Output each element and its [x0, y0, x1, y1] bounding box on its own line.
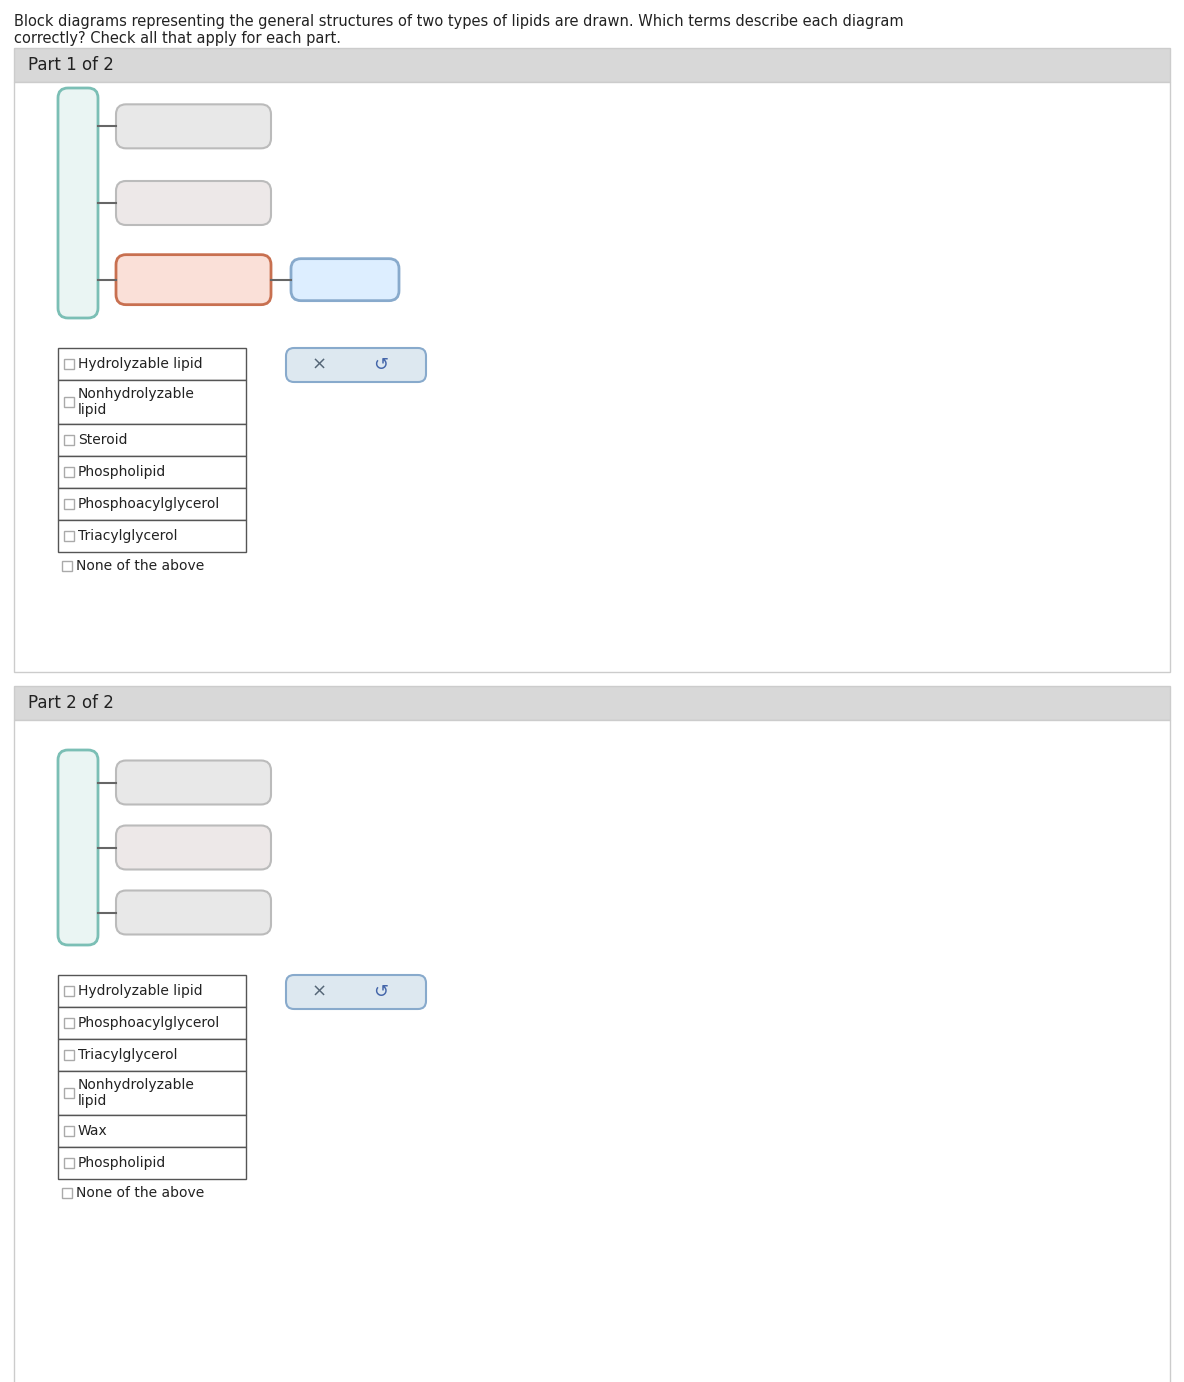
Bar [64, 985, 73, 996]
Bar [14, 82, 1170, 672]
Bar [64, 397, 73, 408]
FancyBboxPatch shape [116, 825, 271, 869]
Bar [58, 456, 246, 488]
Bar [64, 1126, 73, 1136]
Text: Triacylglycerol: Triacylglycerol [78, 1048, 178, 1061]
Bar [58, 488, 246, 520]
Text: Wax: Wax [78, 1124, 108, 1137]
Bar [58, 424, 246, 456]
FancyBboxPatch shape [58, 750, 98, 945]
Text: ↺: ↺ [373, 983, 388, 1001]
Text: Triacylglycerol: Triacylglycerol [78, 529, 178, 543]
FancyBboxPatch shape [58, 88, 98, 318]
FancyBboxPatch shape [116, 760, 271, 804]
Bar [58, 1007, 246, 1039]
Text: Phospholipid: Phospholipid [78, 1155, 166, 1171]
Text: Steroid: Steroid [78, 433, 128, 446]
FancyBboxPatch shape [116, 890, 271, 934]
Bar [64, 1050, 73, 1060]
FancyBboxPatch shape [116, 104, 271, 148]
Bar [14, 685, 1170, 720]
FancyBboxPatch shape [291, 258, 399, 301]
Bar [64, 435, 73, 445]
Text: Part 2 of 2: Part 2 of 2 [28, 694, 114, 712]
Bar [64, 1088, 73, 1099]
Text: ↺: ↺ [373, 357, 388, 375]
Bar [64, 467, 73, 477]
Bar [14, 720, 1170, 1382]
Text: Nonhydrolyzable
lipid: Nonhydrolyzable lipid [78, 1078, 195, 1108]
Bar [64, 531, 73, 540]
Bar [62, 1189, 72, 1198]
Bar [64, 1158, 73, 1168]
Text: Phosphoacylglycerol: Phosphoacylglycerol [78, 1016, 220, 1030]
Bar [58, 380, 246, 424]
Text: None of the above: None of the above [76, 1186, 205, 1200]
Bar [58, 1115, 246, 1147]
Text: ×: × [311, 357, 327, 375]
Bar [58, 974, 246, 1007]
Bar [58, 520, 246, 551]
Text: Phospholipid: Phospholipid [78, 464, 166, 480]
Bar [58, 1147, 246, 1179]
Bar [58, 348, 246, 380]
FancyBboxPatch shape [287, 348, 426, 381]
Bar [58, 1039, 246, 1071]
Bar [58, 1071, 246, 1115]
Bar [62, 561, 72, 571]
Text: Hydrolyzable lipid: Hydrolyzable lipid [78, 984, 202, 998]
Text: Hydrolyzable lipid: Hydrolyzable lipid [78, 357, 202, 370]
Bar [14, 48, 1170, 82]
Text: Block diagrams representing the general structures of two types of lipids are dr: Block diagrams representing the general … [14, 14, 903, 47]
Text: Phosphoacylglycerol: Phosphoacylglycerol [78, 498, 220, 511]
Text: ×: × [311, 983, 327, 1001]
Text: Part 1 of 2: Part 1 of 2 [28, 57, 114, 75]
FancyBboxPatch shape [116, 254, 271, 304]
Bar [64, 499, 73, 509]
FancyBboxPatch shape [287, 974, 426, 1009]
Text: Nonhydrolyzable
lipid: Nonhydrolyzable lipid [78, 387, 195, 417]
Bar [64, 359, 73, 369]
FancyBboxPatch shape [116, 181, 271, 225]
Text: None of the above: None of the above [76, 558, 205, 574]
Bar [64, 1019, 73, 1028]
